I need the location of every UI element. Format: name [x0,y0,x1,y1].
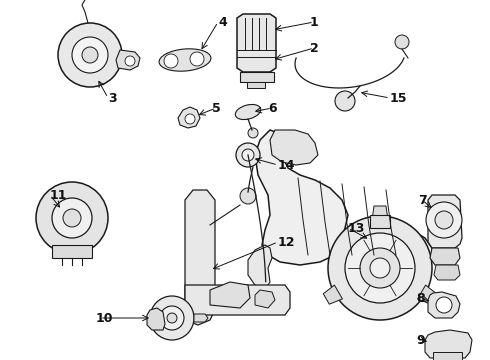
Polygon shape [210,282,250,308]
Polygon shape [372,206,388,220]
Polygon shape [237,14,276,72]
Polygon shape [430,248,460,265]
Polygon shape [323,285,343,304]
Polygon shape [185,190,215,325]
Polygon shape [417,285,437,304]
Circle shape [167,313,177,323]
Polygon shape [185,285,290,315]
Polygon shape [247,82,265,88]
Text: 5: 5 [212,102,221,114]
Circle shape [58,23,122,87]
Text: 2: 2 [310,41,319,54]
Polygon shape [240,72,274,82]
Text: 8: 8 [416,292,425,305]
Circle shape [150,296,194,340]
Circle shape [82,47,98,63]
Polygon shape [178,107,200,128]
Ellipse shape [235,104,261,120]
Polygon shape [194,314,208,322]
Text: 4: 4 [218,15,227,28]
Polygon shape [270,130,318,165]
Text: 15: 15 [390,91,408,104]
Circle shape [360,248,400,288]
Polygon shape [52,245,92,258]
Text: 9: 9 [416,333,425,346]
Circle shape [125,56,135,66]
Circle shape [240,188,256,204]
Ellipse shape [159,49,211,71]
Polygon shape [147,308,165,330]
Circle shape [370,258,390,278]
Polygon shape [248,245,272,290]
Polygon shape [255,290,275,308]
Circle shape [164,54,178,68]
Circle shape [72,37,108,73]
Text: 14: 14 [278,158,295,171]
Polygon shape [434,265,460,280]
Polygon shape [428,292,460,318]
Text: 13: 13 [348,221,366,234]
Polygon shape [255,130,433,278]
Circle shape [328,216,432,320]
Circle shape [36,182,108,254]
Polygon shape [116,50,140,70]
Circle shape [335,91,355,111]
Text: 11: 11 [50,189,68,202]
Text: 1: 1 [310,15,319,28]
Circle shape [242,149,254,161]
Circle shape [395,35,409,49]
Polygon shape [370,215,390,228]
Circle shape [435,211,453,229]
Circle shape [248,128,258,138]
Circle shape [345,233,415,303]
Text: 12: 12 [278,235,295,248]
Polygon shape [433,352,462,360]
Text: 6: 6 [268,102,277,114]
Circle shape [160,306,184,330]
Circle shape [63,209,81,227]
Circle shape [190,52,204,66]
Circle shape [236,143,260,167]
Text: 7: 7 [418,194,427,207]
Circle shape [52,198,92,238]
Text: 3: 3 [108,91,117,104]
Text: 10: 10 [96,311,114,324]
Polygon shape [428,195,462,248]
Circle shape [426,202,462,238]
Polygon shape [425,330,472,358]
Circle shape [185,114,195,124]
Circle shape [436,297,452,313]
